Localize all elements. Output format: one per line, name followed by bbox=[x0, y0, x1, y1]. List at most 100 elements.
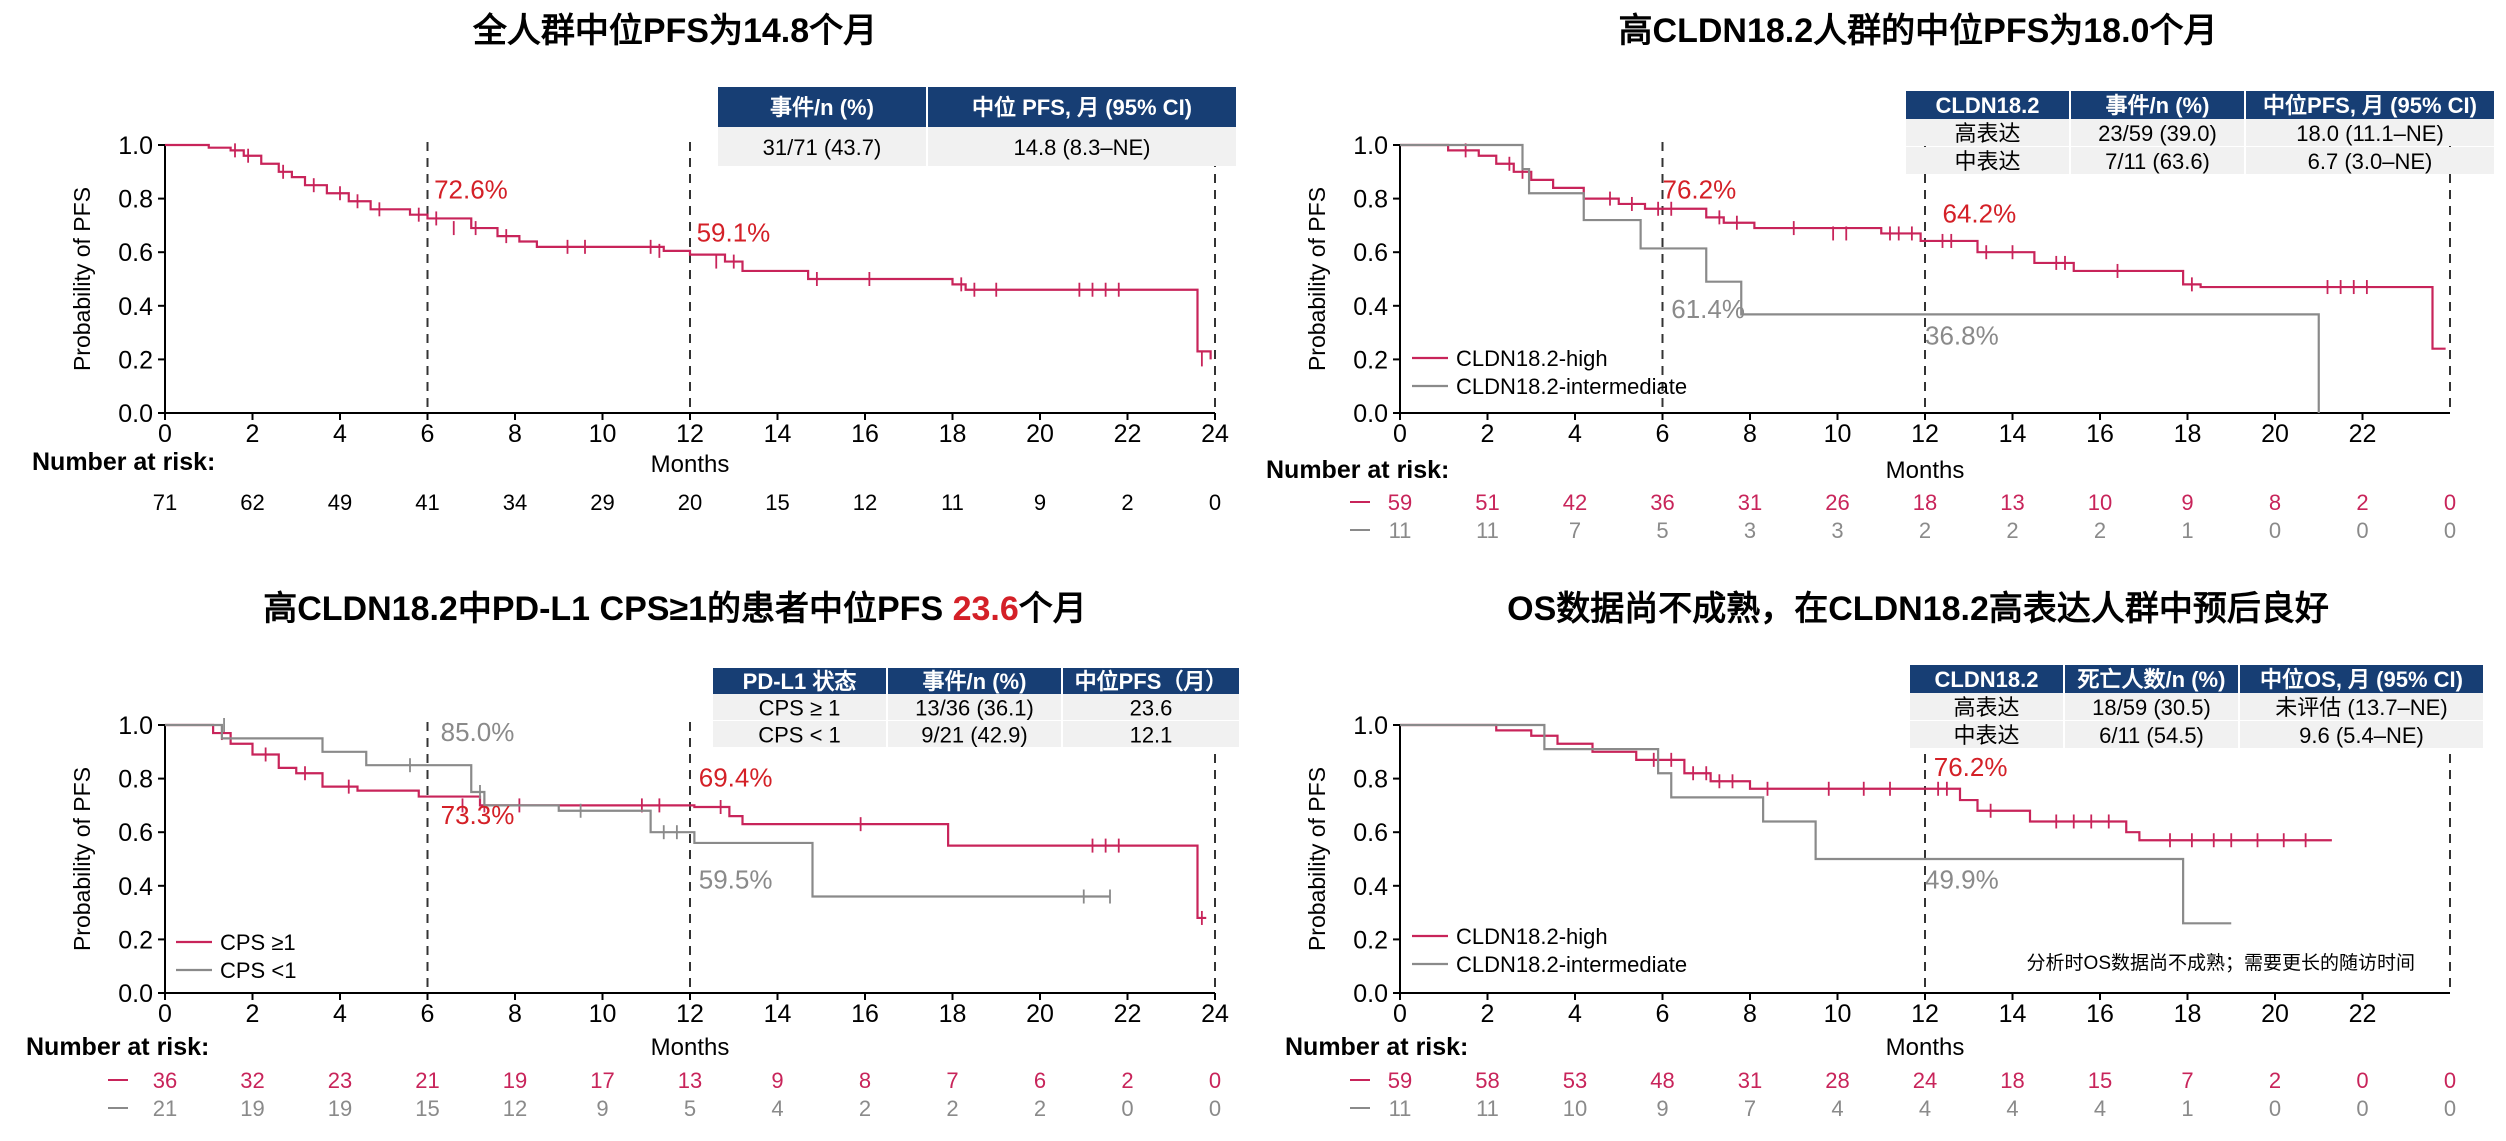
x-tick-label: 20 bbox=[2261, 1000, 2289, 1028]
x-tick-label: 18 bbox=[2174, 1000, 2202, 1028]
risk-count: 7 bbox=[1569, 518, 1581, 543]
risk-count: 9 bbox=[1034, 490, 1046, 515]
x-tick-label: 0 bbox=[1393, 420, 1407, 448]
risk-count: 2 bbox=[1121, 490, 1133, 515]
risk-count: 11 bbox=[1389, 518, 1412, 543]
risk-count: 13 bbox=[2000, 490, 2024, 515]
title-part: 23.6 bbox=[953, 590, 1019, 628]
table-cell-bg bbox=[1906, 147, 2069, 174]
risk-count: 24 bbox=[1913, 1068, 1937, 1093]
landmark-annotation: 59.1% bbox=[697, 217, 771, 247]
x-tick-label: 10 bbox=[589, 420, 617, 448]
x-tick-label: 18 bbox=[939, 1000, 967, 1028]
legend-label: CLDN18.2-high bbox=[1456, 346, 1608, 371]
x-tick-label: 18 bbox=[2174, 420, 2202, 448]
risk-count: 41 bbox=[415, 490, 439, 515]
landmark-annotation: 61.4% bbox=[1671, 294, 1745, 324]
y-tick-label: 0.6 bbox=[1353, 239, 1388, 267]
landmark-annotation: 59.5% bbox=[699, 864, 773, 894]
risk-count: 18 bbox=[2000, 1068, 2024, 1093]
chart-title: OS数据尚不成熟，在CLDN18.2高表达人群中预后良好 bbox=[1507, 589, 2329, 628]
table-cell: 未评估 (13.7–NE) bbox=[2275, 695, 2447, 720]
table-header: 中位OS, 月 (95% CI) bbox=[2260, 667, 2463, 692]
risk-count: 10 bbox=[2088, 490, 2112, 515]
risk-count: 42 bbox=[1563, 490, 1587, 515]
table-cell: CPS ≥ 1 bbox=[759, 696, 841, 721]
risk-count: 15 bbox=[2088, 1068, 2112, 1093]
y-tick-label: 0.0 bbox=[118, 400, 153, 428]
y-axis-label: Probability of PFS bbox=[69, 767, 95, 951]
landmark-annotation: 49.9% bbox=[1925, 864, 1999, 894]
x-tick-label: 6 bbox=[1656, 1000, 1670, 1028]
x-tick-label: 2 bbox=[246, 1000, 260, 1028]
x-tick-label: 16 bbox=[2086, 420, 2114, 448]
x-tick-label: 0 bbox=[158, 420, 172, 448]
table-cell-bg bbox=[2240, 693, 2483, 720]
landmark-annotation: 36.8% bbox=[1925, 321, 1999, 351]
risk-count: 20 bbox=[678, 490, 702, 515]
risk-table-title: Number at risk: bbox=[1266, 456, 1449, 484]
risk-count: 19 bbox=[240, 1096, 264, 1121]
table-header-cell bbox=[928, 87, 1236, 127]
table-header-cell bbox=[2240, 665, 2483, 693]
x-axis-label: Months bbox=[651, 1034, 730, 1061]
footnote: 分析时OS数据尚不成熟；需要更长的随访时间 bbox=[2027, 952, 2415, 974]
x-tick-label: 14 bbox=[764, 1000, 792, 1028]
risk-count: 4 bbox=[1831, 1096, 1843, 1121]
x-tick-label: 20 bbox=[1026, 420, 1054, 448]
y-tick-label: 1.0 bbox=[1353, 712, 1388, 740]
y-tick-label: 0.6 bbox=[1353, 819, 1388, 847]
x-tick-label: 22 bbox=[1114, 1000, 1142, 1028]
risk-count: 53 bbox=[1563, 1068, 1587, 1093]
y-tick-label: 0.2 bbox=[1353, 926, 1388, 954]
risk-count: 8 bbox=[2269, 490, 2281, 515]
risk-count: 2 bbox=[2269, 1068, 2281, 1093]
x-tick-label: 16 bbox=[2086, 1000, 2114, 1028]
landmark-annotation: 85.0% bbox=[441, 717, 515, 747]
table-cell-bg bbox=[888, 694, 1061, 720]
y-axis-label: Probability of PFS bbox=[1304, 767, 1330, 951]
km-curve-secondary bbox=[1400, 723, 2232, 925]
table-cell: 13/36 (36.1) bbox=[915, 696, 1034, 721]
landmark-annotation: 76.2% bbox=[1663, 175, 1737, 205]
km-curve-primary bbox=[165, 723, 1207, 920]
table-header: PD-L1 状态 bbox=[743, 669, 857, 694]
risk-count: 32 bbox=[240, 1068, 264, 1093]
risk-count: 10 bbox=[1563, 1096, 1587, 1121]
x-tick-label: 14 bbox=[1999, 1000, 2027, 1028]
y-tick-label: 0.6 bbox=[118, 819, 153, 847]
risk-count: 2 bbox=[2006, 518, 2018, 543]
table-cell: 6.7 (3.0–NE) bbox=[2308, 149, 2433, 174]
risk-count: 0 bbox=[2356, 1068, 2368, 1093]
table-cell: 23.6 bbox=[1130, 696, 1173, 721]
risk-count: 2 bbox=[1919, 518, 1931, 543]
table-header: CLDN18.2 bbox=[1936, 93, 2040, 118]
landmark-annotation: 64.2% bbox=[1943, 199, 2017, 229]
risk-table-title: Number at risk: bbox=[26, 1033, 209, 1061]
risk-count: 0 bbox=[2444, 490, 2456, 515]
y-tick-label: 0.2 bbox=[1353, 346, 1388, 374]
km-curve-secondary bbox=[1400, 143, 2320, 413]
table-header: CLDN18.2 bbox=[1935, 667, 2039, 692]
table-header-cell bbox=[718, 87, 926, 127]
table-cell-bg bbox=[1910, 693, 2063, 720]
y-tick-label: 0.8 bbox=[1353, 186, 1388, 214]
y-axis-label: Probability of PFS bbox=[69, 187, 95, 371]
x-tick-label: 6 bbox=[421, 1000, 435, 1028]
table-cell: 12.1 bbox=[1130, 723, 1173, 748]
risk-count: 0 bbox=[2269, 518, 2281, 543]
risk-count: 51 bbox=[1475, 490, 1499, 515]
risk-count: 0 bbox=[2356, 518, 2368, 543]
y-tick-label: 0.4 bbox=[118, 873, 153, 901]
x-tick-label: 20 bbox=[2261, 420, 2289, 448]
risk-count: 2 bbox=[1121, 1068, 1133, 1093]
y-tick-label: 0.0 bbox=[1353, 400, 1388, 428]
x-tick-label: 8 bbox=[508, 420, 522, 448]
risk-count: 9 bbox=[1656, 1096, 1668, 1121]
x-tick-label: 8 bbox=[1743, 420, 1757, 448]
x-tick-label: 4 bbox=[1568, 1000, 1582, 1028]
risk-count: 59 bbox=[1388, 490, 1412, 515]
landmark-annotation: 76.2% bbox=[1934, 752, 2008, 782]
km-curve-primary bbox=[1400, 723, 2332, 842]
legend-label: CPS ≥1 bbox=[220, 930, 296, 955]
